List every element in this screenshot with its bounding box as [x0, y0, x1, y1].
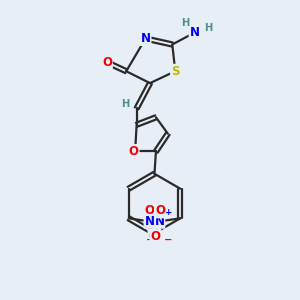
Text: O: O — [148, 230, 158, 243]
Text: +: + — [165, 208, 172, 217]
Text: −: − — [146, 235, 154, 245]
Text: N: N — [154, 215, 164, 228]
Text: O: O — [155, 204, 165, 218]
Text: +: + — [155, 208, 162, 217]
Text: N: N — [140, 32, 151, 45]
Text: S: S — [171, 65, 179, 78]
Text: H: H — [204, 23, 212, 33]
Text: O: O — [102, 56, 112, 69]
Text: O: O — [151, 230, 160, 243]
Text: N: N — [190, 26, 200, 39]
Text: N: N — [145, 215, 154, 228]
Text: −: − — [164, 235, 172, 245]
Text: H: H — [121, 99, 130, 109]
Text: H: H — [182, 18, 190, 28]
Text: O: O — [144, 204, 154, 218]
Text: O: O — [129, 145, 139, 158]
